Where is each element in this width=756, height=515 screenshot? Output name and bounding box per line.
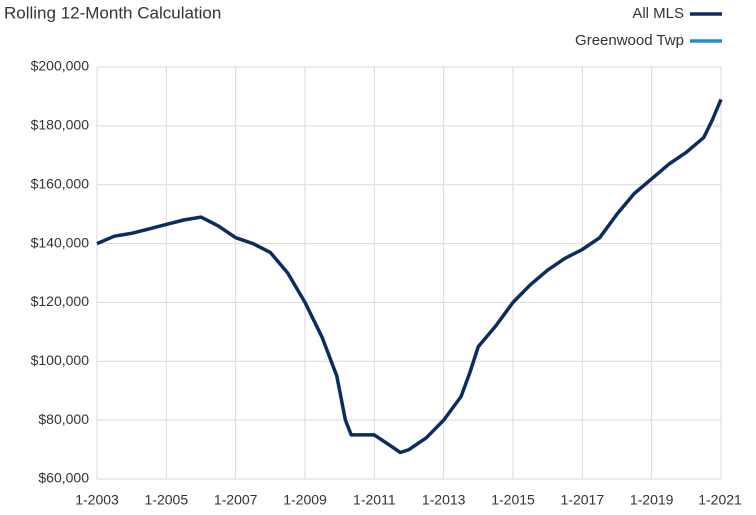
y-tick-label: $100,000 [31, 352, 90, 368]
x-tick-label: 1-2009 [283, 492, 327, 508]
x-tick-label: 1-2013 [422, 492, 466, 508]
y-tick-label: $140,000 [31, 234, 90, 250]
chart-title: Rolling 12-Month Calculation [4, 3, 221, 22]
legend-label: Greenwood Twp [575, 32, 684, 49]
x-tick-label: 1-2015 [491, 492, 535, 508]
y-tick-label: $120,000 [31, 293, 90, 309]
y-tick-label: $180,000 [31, 117, 90, 133]
series-line [96, 98, 723, 455]
y-tick-label: $60,000 [38, 470, 89, 486]
y-tick-label: $160,000 [31, 175, 90, 191]
x-tick-label: 1-2021 [698, 492, 742, 508]
x-tick-label: 1-2011 [353, 492, 396, 508]
y-tick-label: $80,000 [38, 411, 89, 427]
x-tick-label: 1-2003 [75, 492, 119, 508]
x-tick-label: 1-2019 [630, 492, 674, 508]
legend-label: All MLS [632, 5, 684, 22]
y-tick-label: $200,000 [31, 58, 90, 74]
x-tick-label: 1-2005 [145, 492, 189, 508]
x-tick-label: 1-2007 [214, 492, 258, 508]
x-tick-label: 1-2017 [561, 492, 605, 508]
